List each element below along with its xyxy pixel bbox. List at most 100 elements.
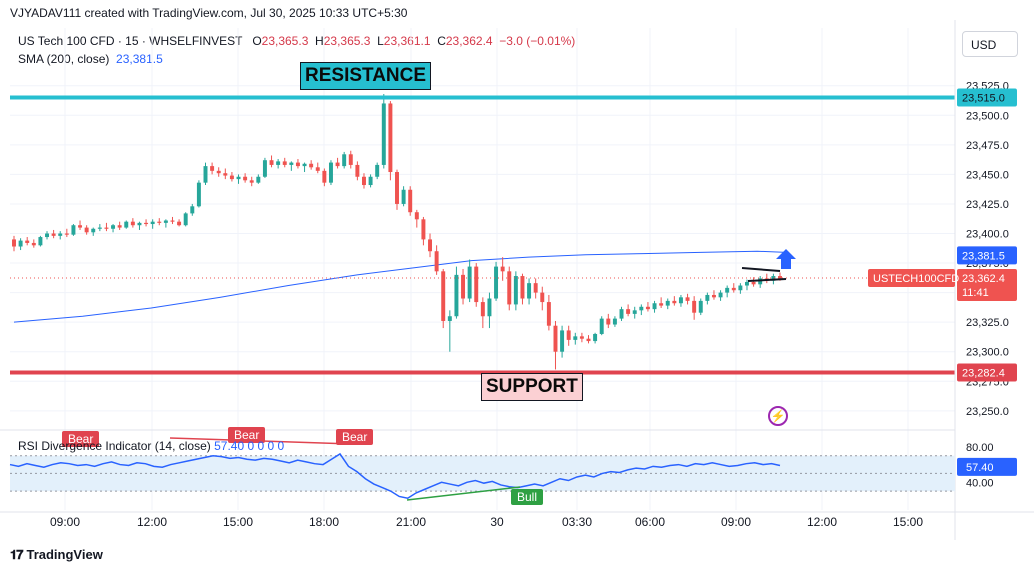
candle-body	[560, 330, 565, 352]
candle-body	[289, 162, 294, 165]
candle-body	[31, 242, 36, 246]
candle-body	[401, 189, 406, 204]
candle-body	[619, 309, 624, 319]
candle-body	[262, 160, 267, 177]
candle-body	[447, 316, 452, 321]
rsi-value-tag-bg	[957, 457, 1017, 476]
bull-badge: Bull	[511, 489, 544, 505]
candle-body	[163, 220, 168, 223]
symbol-tag: USTECH100CFD	[873, 273, 959, 285]
candle-body	[388, 103, 393, 173]
support-tag-bg	[957, 363, 1017, 382]
symbol-name[interactable]: US Tech 100 CFD · 15 · WHSELFINVEST	[18, 34, 243, 48]
low-value: 23,361.1	[383, 34, 431, 48]
candle-body	[38, 237, 43, 246]
candle-body	[78, 225, 83, 228]
sma-line	[13, 250, 787, 323]
rsi-legend[interactable]: RSI Divergence Indicator (14, close) 57.…	[18, 439, 284, 453]
candle-body	[256, 176, 261, 183]
candle-body	[507, 271, 512, 305]
wedge-top-line	[741, 267, 781, 272]
candle-body	[692, 300, 697, 313]
candle-body	[467, 266, 472, 299]
candle-body	[315, 167, 320, 171]
lightning-icon[interactable]: ⚡	[768, 406, 788, 426]
candle-body	[645, 306, 650, 310]
open-label: O	[252, 34, 262, 48]
candle-body	[698, 300, 703, 313]
low-label: L	[377, 34, 384, 48]
candle-body	[25, 240, 30, 243]
currency-button[interactable]: USD	[962, 31, 1018, 57]
candle-body	[203, 166, 208, 183]
candle-body	[652, 303, 657, 310]
sma-tag: 23,381.5	[962, 250, 1005, 262]
price-tick-label: 23,325.0	[966, 317, 1009, 329]
candle-body	[738, 285, 743, 291]
candle-body	[678, 297, 683, 304]
candle-body	[196, 182, 201, 207]
candle-body	[243, 176, 248, 181]
candle-body	[18, 240, 23, 247]
candle-body	[639, 306, 644, 311]
high-value: 23,365.3	[323, 34, 371, 48]
candle-body	[626, 309, 631, 314]
candle-body	[599, 318, 604, 334]
time-tick-label: 03:30	[562, 515, 592, 529]
candle-body	[157, 221, 162, 223]
candle-body	[137, 222, 142, 226]
candle-body	[375, 164, 380, 177]
rsi-value-tag: 57.40	[966, 462, 994, 474]
price-tick-label: 23,475.0	[966, 140, 1009, 152]
symbol-tag-bg	[868, 268, 955, 287]
time-tick-label: 15:00	[893, 515, 923, 529]
rsi-label-text: RSI Divergence Indicator (14, close)	[18, 439, 211, 453]
candle-body	[711, 294, 716, 298]
candle-body	[58, 233, 63, 236]
countdown-tag-bg	[957, 282, 1017, 301]
candle-body	[84, 227, 89, 233]
candle-body	[249, 180, 254, 183]
bull-divergence-line	[406, 486, 521, 501]
price-tick-label: 23,300.0	[966, 347, 1009, 359]
candle-body	[395, 172, 399, 204]
candle-body	[335, 162, 340, 167]
price-tick-label: 23,425.0	[966, 199, 1009, 211]
candle-body	[190, 206, 195, 214]
support-tag: 23,282.4	[962, 368, 1005, 380]
candle-body	[269, 160, 274, 165]
candle-body	[500, 266, 505, 272]
candle-body	[170, 220, 175, 222]
candle-body	[183, 213, 188, 226]
candle-body	[474, 266, 479, 303]
candle-body	[593, 333, 598, 342]
last-price-tag-bg	[957, 268, 1017, 287]
candle-body	[282, 161, 287, 165]
candle-body	[606, 318, 611, 325]
candle-body	[513, 276, 518, 305]
candle-body	[223, 173, 228, 176]
grid	[10, 28, 955, 510]
change-value: −3.0 (−0.01%)	[499, 34, 576, 48]
candle-body	[527, 283, 532, 299]
bear-badge-1: Bear	[62, 431, 100, 447]
tradingview-mark-icon: 𝟏𝟕	[10, 547, 24, 562]
candle-body	[342, 154, 347, 167]
last-price-tag: 23,362.4	[962, 273, 1005, 285]
candle-body	[295, 162, 300, 167]
candle-body	[144, 222, 149, 225]
candle-body	[731, 287, 736, 291]
candle-body	[276, 161, 281, 165]
candle-body	[177, 221, 182, 226]
time-tick-label: 18:00	[309, 515, 339, 529]
candle-body	[421, 219, 426, 240]
candle-body	[778, 276, 782, 279]
time-tick-label: 15:00	[223, 515, 253, 529]
sma-legend[interactable]: SMA (200, close) 23,381.5	[18, 52, 163, 66]
candle-body	[665, 300, 670, 306]
candle-body	[480, 302, 485, 317]
close-value: 23,362.4	[445, 34, 493, 48]
sma-layer	[13, 250, 787, 323]
time-tick-label: 06:00	[635, 515, 665, 529]
